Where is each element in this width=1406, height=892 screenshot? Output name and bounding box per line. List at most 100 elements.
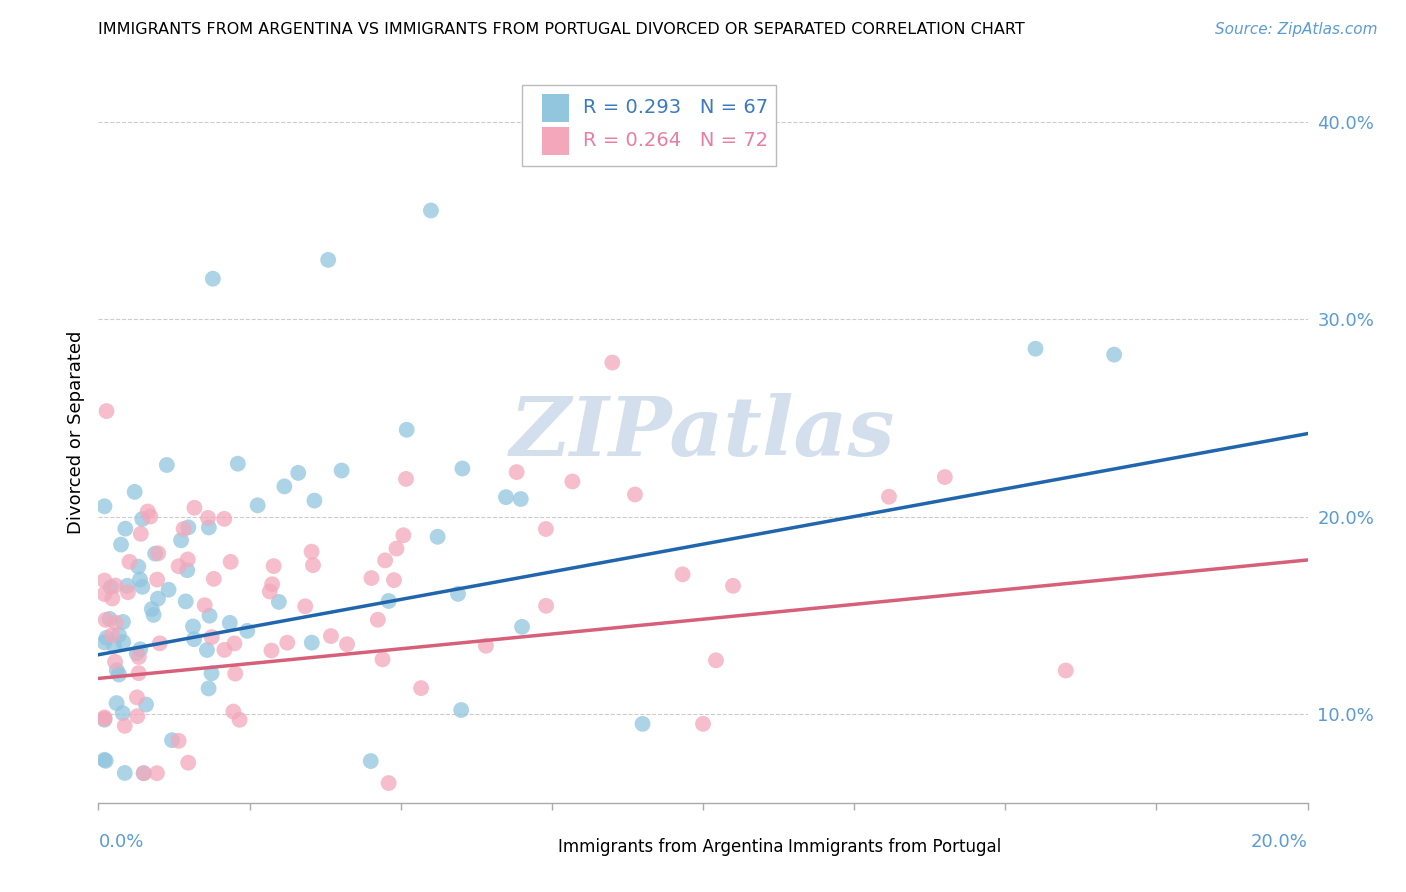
Point: [450, 703, 472, 717]
Point: [124, 484, 146, 499]
Point: [112, 635, 135, 649]
Point: [371, 652, 394, 666]
Point: [167, 734, 190, 748]
Point: [143, 547, 166, 561]
Point: [273, 479, 295, 493]
Text: 0.0%: 0.0%: [98, 833, 143, 851]
Point: [108, 628, 131, 642]
Point: [409, 681, 432, 695]
Point: [385, 541, 408, 556]
Point: [146, 591, 169, 606]
Point: [128, 650, 150, 665]
Point: [104, 655, 127, 669]
Text: 20.0%: 20.0%: [1251, 833, 1308, 851]
Point: [426, 530, 449, 544]
Point: [218, 615, 240, 630]
Point: [128, 666, 150, 681]
Point: [114, 719, 136, 733]
Point: [505, 465, 527, 479]
Point: [104, 578, 127, 592]
Point: [93, 500, 115, 514]
Point: [212, 512, 235, 526]
Point: [201, 630, 224, 644]
Point: [447, 587, 470, 601]
Point: [509, 491, 531, 506]
Point: [146, 573, 169, 587]
Point: [183, 632, 205, 647]
Point: [1054, 664, 1077, 678]
Point: [197, 681, 219, 696]
Point: [246, 499, 269, 513]
Point: [127, 709, 149, 723]
Point: [125, 646, 148, 660]
Point: [262, 577, 284, 591]
Point: [877, 490, 900, 504]
Point: [177, 552, 200, 566]
Point: [392, 528, 415, 542]
Point: [194, 599, 217, 613]
FancyBboxPatch shape: [527, 836, 550, 858]
Point: [721, 579, 744, 593]
Point: [146, 766, 169, 780]
Point: [104, 615, 127, 630]
Point: [226, 457, 249, 471]
Point: [236, 624, 259, 638]
Point: [110, 538, 132, 552]
Point: [395, 423, 418, 437]
Point: [111, 615, 134, 629]
Point: [93, 753, 115, 767]
Point: [330, 463, 353, 477]
Point: [105, 696, 128, 710]
Point: [302, 558, 325, 573]
Text: ZIPatlas: ZIPatlas: [510, 392, 896, 473]
Point: [704, 653, 727, 667]
Point: [132, 766, 155, 780]
Point: [177, 520, 200, 534]
Point: [93, 713, 115, 727]
FancyBboxPatch shape: [543, 94, 569, 121]
Point: [602, 355, 624, 369]
Point: [98, 612, 121, 626]
Point: [395, 472, 418, 486]
Point: [129, 642, 152, 657]
Point: [534, 522, 557, 536]
FancyBboxPatch shape: [522, 85, 776, 166]
Point: [96, 631, 118, 645]
Point: [197, 511, 219, 525]
Point: [301, 635, 323, 649]
Point: [451, 461, 474, 475]
Point: [1024, 342, 1046, 356]
Point: [202, 572, 225, 586]
Point: [224, 636, 246, 650]
Point: [131, 512, 153, 526]
Point: [287, 466, 309, 480]
Point: [222, 705, 245, 719]
Point: [200, 666, 222, 681]
Point: [382, 573, 405, 587]
Point: [117, 585, 139, 599]
Point: [367, 613, 389, 627]
Point: [228, 713, 250, 727]
Point: [141, 602, 163, 616]
Point: [100, 580, 122, 594]
Point: [131, 580, 153, 594]
Point: [101, 591, 124, 606]
Point: [142, 607, 165, 622]
Point: [198, 520, 221, 534]
Point: [263, 559, 285, 574]
Point: [173, 522, 195, 536]
Point: [93, 712, 115, 726]
Point: [170, 533, 193, 548]
Point: [475, 639, 498, 653]
Point: [101, 628, 124, 642]
Text: IMMIGRANTS FROM ARGENTINA VS IMMIGRANTS FROM PORTUGAL DIVORCED OR SEPARATED CORR: IMMIGRANTS FROM ARGENTINA VS IMMIGRANTS …: [98, 22, 1025, 37]
Point: [114, 766, 136, 780]
Point: [201, 271, 224, 285]
Point: [374, 553, 396, 567]
Point: [132, 766, 155, 780]
Point: [167, 559, 190, 574]
Point: [118, 555, 141, 569]
Point: [177, 756, 200, 770]
Y-axis label: Divorced or Separated: Divorced or Separated: [66, 331, 84, 534]
Point: [136, 504, 159, 518]
